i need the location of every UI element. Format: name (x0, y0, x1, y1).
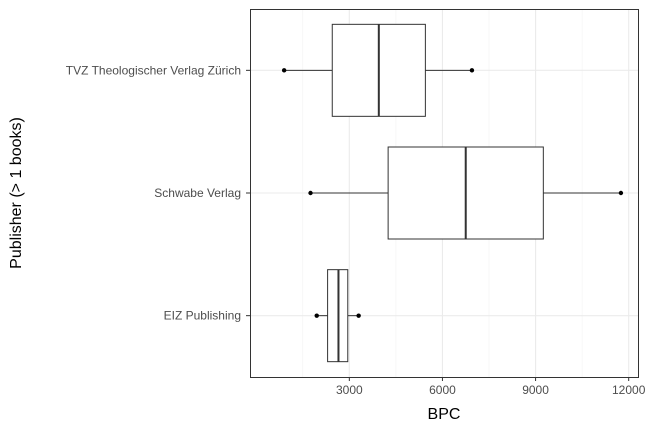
box-eiz-publishing (314, 269, 361, 363)
axes: 3000 6000 9000 12000 EIZ Publishing Schwabe V… (66, 63, 646, 397)
x-tick-label: 12000 (612, 383, 646, 397)
min-point (281, 68, 287, 73)
box-tvz-theologischer-verlag-z-rich (281, 23, 475, 117)
y-tick-label: EIZ Publishing (164, 309, 241, 323)
min-point (314, 313, 319, 318)
x-axis-title: BPC (428, 406, 461, 423)
y-tick-label: Schwabe Verlag (154, 186, 241, 200)
max-point (356, 313, 361, 318)
box-schwabe-verlag (308, 146, 624, 240)
max-point (469, 68, 475, 73)
min-point (308, 190, 313, 196)
x-tick-label: 6000 (429, 383, 456, 397)
x-tick-label: 3000 (336, 383, 363, 397)
x-tick-label: 9000 (522, 383, 549, 397)
y-axis-title: Publisher (> 1 books) (8, 117, 25, 269)
plot-panel-border (250, 9, 639, 378)
box-series (281, 23, 624, 363)
max-point (618, 190, 624, 196)
y-tick-label: TVZ Theologischer Verlag Zürich (66, 63, 241, 77)
